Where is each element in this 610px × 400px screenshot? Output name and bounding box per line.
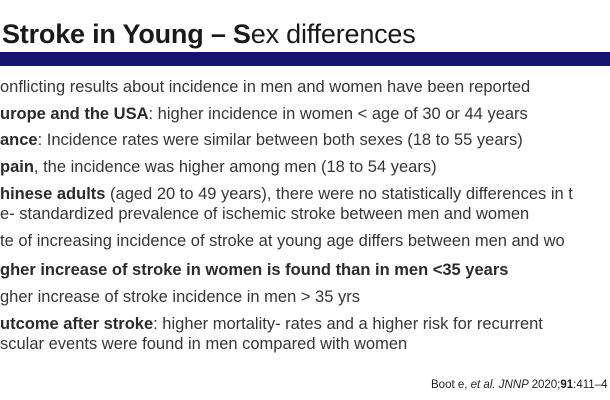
citation-et-al: et al. [470, 379, 499, 391]
text-line: pain, the incidence was higher among men… [0, 157, 437, 177]
text-line: onflicting results about incidence in me… [0, 77, 530, 97]
text-segment: te of increasing incidence of stroke at … [0, 232, 565, 250]
text-segment: onflicting results about incidence in me… [0, 78, 531, 96]
text-segment: : Incidence rates were similar between b… [37, 131, 523, 149]
text-segment: scular events were found in men compared… [0, 335, 408, 353]
citation-journal: JNNP [498, 379, 532, 391]
text-line: utcome after stroke: higher mortality- r… [0, 314, 543, 334]
text-bold-segment: gher increase of stroke in women is foun… [0, 261, 509, 279]
slide-title: Stroke in Young – Sex differences [2, 19, 416, 50]
text-segment: gher increase of stroke incidence in men… [0, 288, 360, 306]
citation: Boot e, et al. JNNP 2020;91:411–4 [431, 378, 608, 392]
text-segment: (aged 20 to 49 years), there were no sta… [105, 185, 573, 203]
text-segment: : higher incidence in women < age of 30 … [148, 105, 528, 123]
text-bold-segment: hinese adults [0, 185, 106, 203]
text-line: ance: Incidence rates were similar betwe… [0, 130, 523, 150]
citation-author: Boot e, [431, 379, 471, 391]
citation-pages: :411–4 [573, 379, 608, 391]
text-bold-segment: pain [0, 158, 34, 176]
text-segment: : higher mortality- rates and a higher r… [153, 315, 543, 333]
text-bold-segment: ance [0, 131, 38, 149]
slide-title-bold-segment: Stroke in Young – S [2, 19, 251, 49]
citation-year: 2020; [531, 379, 561, 391]
citation-volume: 91 [560, 379, 574, 391]
slide-title-regular-segment: ex differences [250, 19, 416, 49]
text-line: urope and the USA: higher incidence in w… [0, 104, 528, 124]
title-divider-bar [0, 52, 610, 66]
text-bold-segment: urope and the USA [0, 105, 149, 123]
text-line: scular events were found in men compared… [0, 334, 407, 354]
text-bold-segment: utcome after stroke [0, 315, 154, 333]
text-line: gher increase of stroke in women is foun… [0, 260, 508, 280]
text-line: gher increase of stroke incidence in men… [0, 287, 360, 307]
text-line: te of increasing incidence of stroke at … [0, 231, 565, 251]
text-line: e- standardized prevalence of ischemic s… [0, 204, 529, 224]
text-line: hinese adults (aged 20 to 49 years), the… [0, 184, 573, 204]
text-segment: , the incidence was higher among men (18… [33, 158, 437, 176]
text-segment: e- standardized prevalence of ischemic s… [0, 205, 530, 223]
